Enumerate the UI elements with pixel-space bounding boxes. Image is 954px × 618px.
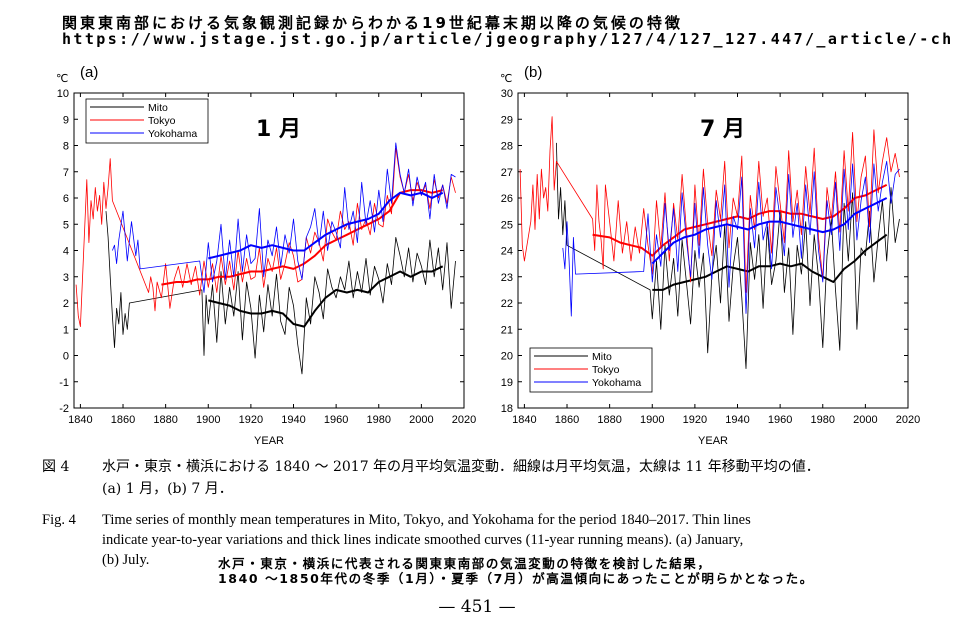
x-tick-label: 1840: [512, 414, 536, 426]
y-tick-label: 19: [501, 377, 513, 389]
y-tick-label: 20: [501, 351, 513, 363]
summary-note-line1: 水戸・東京・横浜に代表される関東東南部の気温変動の特徴を検討した結果，: [218, 556, 712, 571]
header-url[interactable]: https://www.jstage.jst.go.jp/article/jge…: [62, 30, 954, 48]
series-line-annual: [519, 116, 900, 293]
x-tick-label: 1980: [367, 414, 391, 426]
y-tick-label: 1: [63, 324, 69, 336]
caption-en-line3: (b) July.: [102, 552, 150, 568]
caption-en-label: Fig. 4: [42, 512, 76, 528]
summary-note: 水戸・東京・横浜に代表される関東東南部の気温変動の特徴を検討した結果， 1840…: [218, 556, 814, 586]
x-tick-label: 1900: [196, 414, 220, 426]
y-tick-label: 25: [501, 219, 513, 231]
x-tick-label: 1960: [768, 414, 792, 426]
page-number: — 451 —: [438, 597, 516, 617]
y-tick-label: 10: [57, 88, 69, 100]
y-tick-label: 22: [501, 298, 513, 310]
legend-box: [529, 347, 653, 393]
legend-label: Mito: [592, 351, 612, 363]
x-tick-label: 1900: [640, 414, 664, 426]
y-tick-label: 30: [501, 88, 513, 100]
legend-label: Tokyo: [148, 115, 176, 127]
panel-label: (b): [524, 64, 542, 81]
y-tick-label: 4: [63, 246, 69, 258]
y-tick-label: 27: [501, 167, 513, 179]
caption-en-line1: Time series of monthly mean temperatures…: [102, 512, 751, 528]
series-line-smoothed: [208, 191, 444, 260]
y-tick-label: 9: [63, 114, 69, 126]
x-axis-label: YEAR: [698, 435, 728, 447]
y-tick-label: 6: [63, 193, 69, 205]
y-tick-label: 29: [501, 114, 513, 126]
legend-label: Yokohama: [148, 128, 197, 140]
x-tick-label: 1960: [324, 414, 348, 426]
panel-label: (a): [80, 64, 98, 81]
y-tick-label: 5: [63, 219, 69, 231]
y-tick-label: 28: [501, 141, 513, 153]
x-tick-label: 1920: [239, 414, 263, 426]
x-tick-label: 1940: [725, 414, 749, 426]
y-tick-label: 26: [501, 193, 513, 205]
month-label: 1 月: [256, 117, 301, 142]
y-tick-label: 24: [501, 246, 513, 258]
y-tick-label: 8: [63, 141, 69, 153]
x-tick-label: 2020: [452, 414, 476, 426]
x-tick-label: 1880: [153, 414, 177, 426]
unit-label: ℃: [500, 72, 512, 85]
caption-jp-line2: (a) 1 月，(b) 7 月．: [102, 481, 233, 497]
header-title: 関東東南部における気象観測記録からわかる19世紀幕末期以降の気候の特徴: [62, 14, 683, 32]
x-tick-label: 1860: [111, 414, 135, 426]
y-tick-label: 23: [501, 272, 513, 284]
y-tick-label: 2: [63, 298, 69, 310]
x-tick-label: 2000: [409, 414, 433, 426]
caption-en-line2: indicate year-to-year variations and thi…: [102, 532, 744, 548]
caption-english: Fig. 4 Time series of monthly mean temper…: [42, 510, 751, 570]
legend-label: Tokyo: [592, 364, 620, 376]
x-tick-label: 1980: [811, 414, 835, 426]
caption-japanese: 図 4 水戸・東京・横浜における 1840 ～ 2017 年の月平均気温変動．細線…: [42, 456, 820, 500]
summary-note-line2: 1840 ～1850年代の冬季（1月）・夏季（7月）が高温傾向にあったことが明ら…: [218, 571, 814, 586]
unit-label: ℃: [56, 72, 68, 85]
y-tick-label: 7: [63, 167, 69, 179]
x-tick-label: 1840: [68, 414, 92, 426]
legend-label: Yokohama: [592, 377, 641, 389]
x-tick-label: 1940: [281, 414, 305, 426]
month-label: 7 月: [700, 117, 745, 142]
caption-jp-label: 図 4: [42, 459, 70, 475]
series-line-smoothed: [208, 265, 444, 328]
y-tick-label: 0: [63, 351, 69, 363]
series-line-annual: [75, 147, 456, 328]
legend-label: Mito: [148, 102, 168, 114]
series-line-smoothed: [652, 233, 888, 291]
chart-january: -2 -1 0 1 2 3 4 5 6 7 8 9 10 1840 1860 1880 1900 1920 1940…: [56, 64, 476, 447]
y-tick-label: 21: [501, 324, 513, 336]
legend-box: [85, 98, 209, 144]
series-line-smoothed: [651, 197, 888, 265]
y-tick-label: 3: [63, 272, 69, 284]
series-line-annual: [112, 142, 456, 293]
y-tick-label: -2: [59, 403, 69, 415]
y-tick-label: -1: [59, 377, 69, 389]
x-tick-label: 2020: [896, 414, 920, 426]
caption-jp-line1: 水戸・東京・横浜における 1840 ～ 2017 年の月平均気温変動．細線は月平…: [102, 459, 820, 475]
x-tick-label: 2000: [853, 414, 877, 426]
x-axis-label: YEAR: [254, 435, 284, 447]
x-tick-label: 1920: [683, 414, 707, 426]
x-tick-label: 1880: [597, 414, 621, 426]
x-tick-label: 1860: [555, 414, 579, 426]
y-tick-label: 18: [501, 403, 513, 415]
